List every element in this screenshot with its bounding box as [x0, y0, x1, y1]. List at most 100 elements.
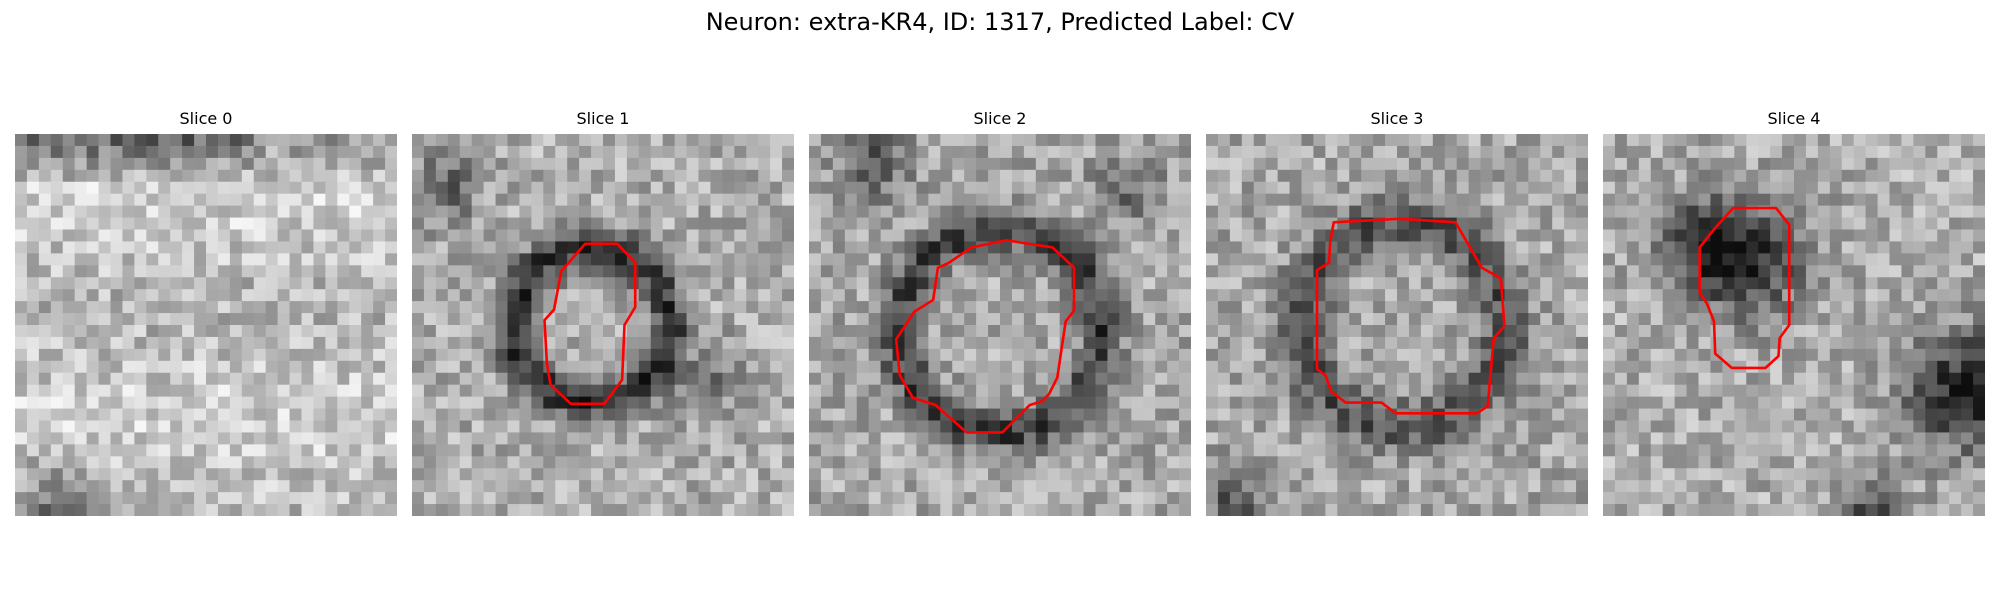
image-pixel — [471, 348, 485, 362]
image-pixel — [1564, 169, 1577, 183]
image-pixel — [1829, 336, 1843, 350]
image-pixel — [385, 229, 397, 242]
image-pixel — [337, 134, 350, 147]
image-pixel — [820, 241, 834, 254]
image-pixel — [1734, 432, 1747, 445]
image-pixel — [1901, 313, 1914, 326]
image-pixel — [241, 205, 255, 219]
image-pixel — [122, 313, 135, 326]
image-pixel — [1241, 253, 1255, 266]
image-pixel — [1817, 384, 1831, 398]
image-pixel — [1516, 348, 1529, 362]
image-pixel — [289, 492, 302, 505]
image-pixel — [361, 253, 374, 266]
image-pixel — [976, 134, 989, 147]
image-pixel — [820, 456, 834, 469]
image-pixel — [710, 241, 723, 254]
image-pixel — [15, 408, 28, 421]
image-pixel — [626, 360, 640, 374]
image-pixel — [1805, 360, 1819, 374]
image-pixel — [1603, 432, 1616, 445]
image-pixel — [325, 205, 338, 219]
image-pixel — [626, 134, 640, 147]
image-pixel — [1540, 229, 1553, 242]
image-pixel — [349, 205, 362, 219]
image-pixel — [1913, 301, 1926, 314]
image-pixel — [1492, 157, 1505, 171]
image-pixel — [1734, 181, 1747, 195]
image-pixel — [459, 193, 473, 207]
image-pixel — [1889, 360, 1902, 374]
image-pixel — [820, 480, 834, 493]
image-pixel — [1217, 468, 1231, 481]
image-pixel — [373, 480, 386, 493]
image-pixel — [1397, 456, 1410, 469]
image-pixel — [1083, 504, 1096, 516]
image-pixel — [146, 480, 159, 493]
image-pixel — [1420, 265, 1434, 278]
image-pixel — [289, 444, 302, 457]
image-pixel — [1361, 145, 1374, 159]
image-pixel — [832, 134, 846, 147]
image-pixel — [603, 313, 616, 326]
image-pixel — [1492, 336, 1505, 350]
image-pixel — [265, 193, 279, 207]
image-pixel — [325, 169, 338, 183]
image-pixel — [603, 145, 616, 159]
image-pixel — [519, 277, 532, 290]
image-pixel — [603, 265, 616, 278]
image-pixel — [1444, 134, 1458, 147]
image-pixel — [1349, 253, 1362, 266]
image-pixel — [38, 396, 52, 410]
image-pixel — [928, 229, 941, 242]
image-pixel — [170, 229, 183, 242]
image-pixel — [337, 241, 350, 254]
image-pixel — [1253, 372, 1267, 386]
image-pixel — [844, 372, 858, 386]
image-pixel — [1217, 360, 1231, 374]
image-pixel — [1686, 336, 1699, 350]
image-pixel — [1650, 134, 1664, 147]
image-pixel — [1841, 396, 1855, 410]
image-pixel — [229, 444, 243, 457]
image-pixel — [1047, 134, 1061, 147]
image-pixel — [1516, 313, 1529, 326]
image-pixel — [1432, 348, 1446, 362]
image-pixel — [1492, 277, 1505, 290]
image-pixel — [1143, 229, 1156, 242]
image-pixel — [1206, 277, 1219, 290]
image-pixel — [1408, 169, 1422, 183]
image-pixel — [1614, 384, 1628, 398]
image-pixel — [373, 193, 386, 207]
image-pixel — [74, 253, 88, 266]
image-pixel — [1023, 145, 1037, 159]
image-pixel — [1626, 325, 1640, 338]
image-pixel — [1564, 336, 1577, 350]
image-pixel — [86, 289, 100, 302]
image-pixel — [229, 157, 243, 171]
image-pixel — [1011, 432, 1025, 445]
image-pixel — [1217, 157, 1231, 171]
image-pixel — [265, 336, 279, 350]
image-pixel — [1361, 432, 1374, 445]
image-pixel — [964, 193, 977, 207]
image-pixel — [555, 169, 568, 183]
image-pixel — [758, 360, 771, 374]
image-pixel — [1325, 504, 1338, 516]
image-pixel — [1564, 480, 1577, 493]
image-pixel — [1119, 444, 1132, 457]
image-pixel — [373, 134, 386, 147]
image-pixel — [349, 336, 362, 350]
image-pixel — [880, 241, 894, 254]
image-pixel — [98, 325, 111, 338]
image-pixel — [1071, 444, 1085, 457]
image-pixel — [337, 408, 350, 421]
image-pixel — [277, 348, 291, 362]
image-pixel — [880, 360, 894, 374]
image-pixel — [650, 313, 664, 326]
image-pixel — [158, 372, 171, 386]
image-pixel — [964, 181, 977, 195]
image-pixel — [1083, 480, 1096, 493]
image-pixel — [507, 360, 520, 374]
image-pixel — [1119, 205, 1132, 219]
